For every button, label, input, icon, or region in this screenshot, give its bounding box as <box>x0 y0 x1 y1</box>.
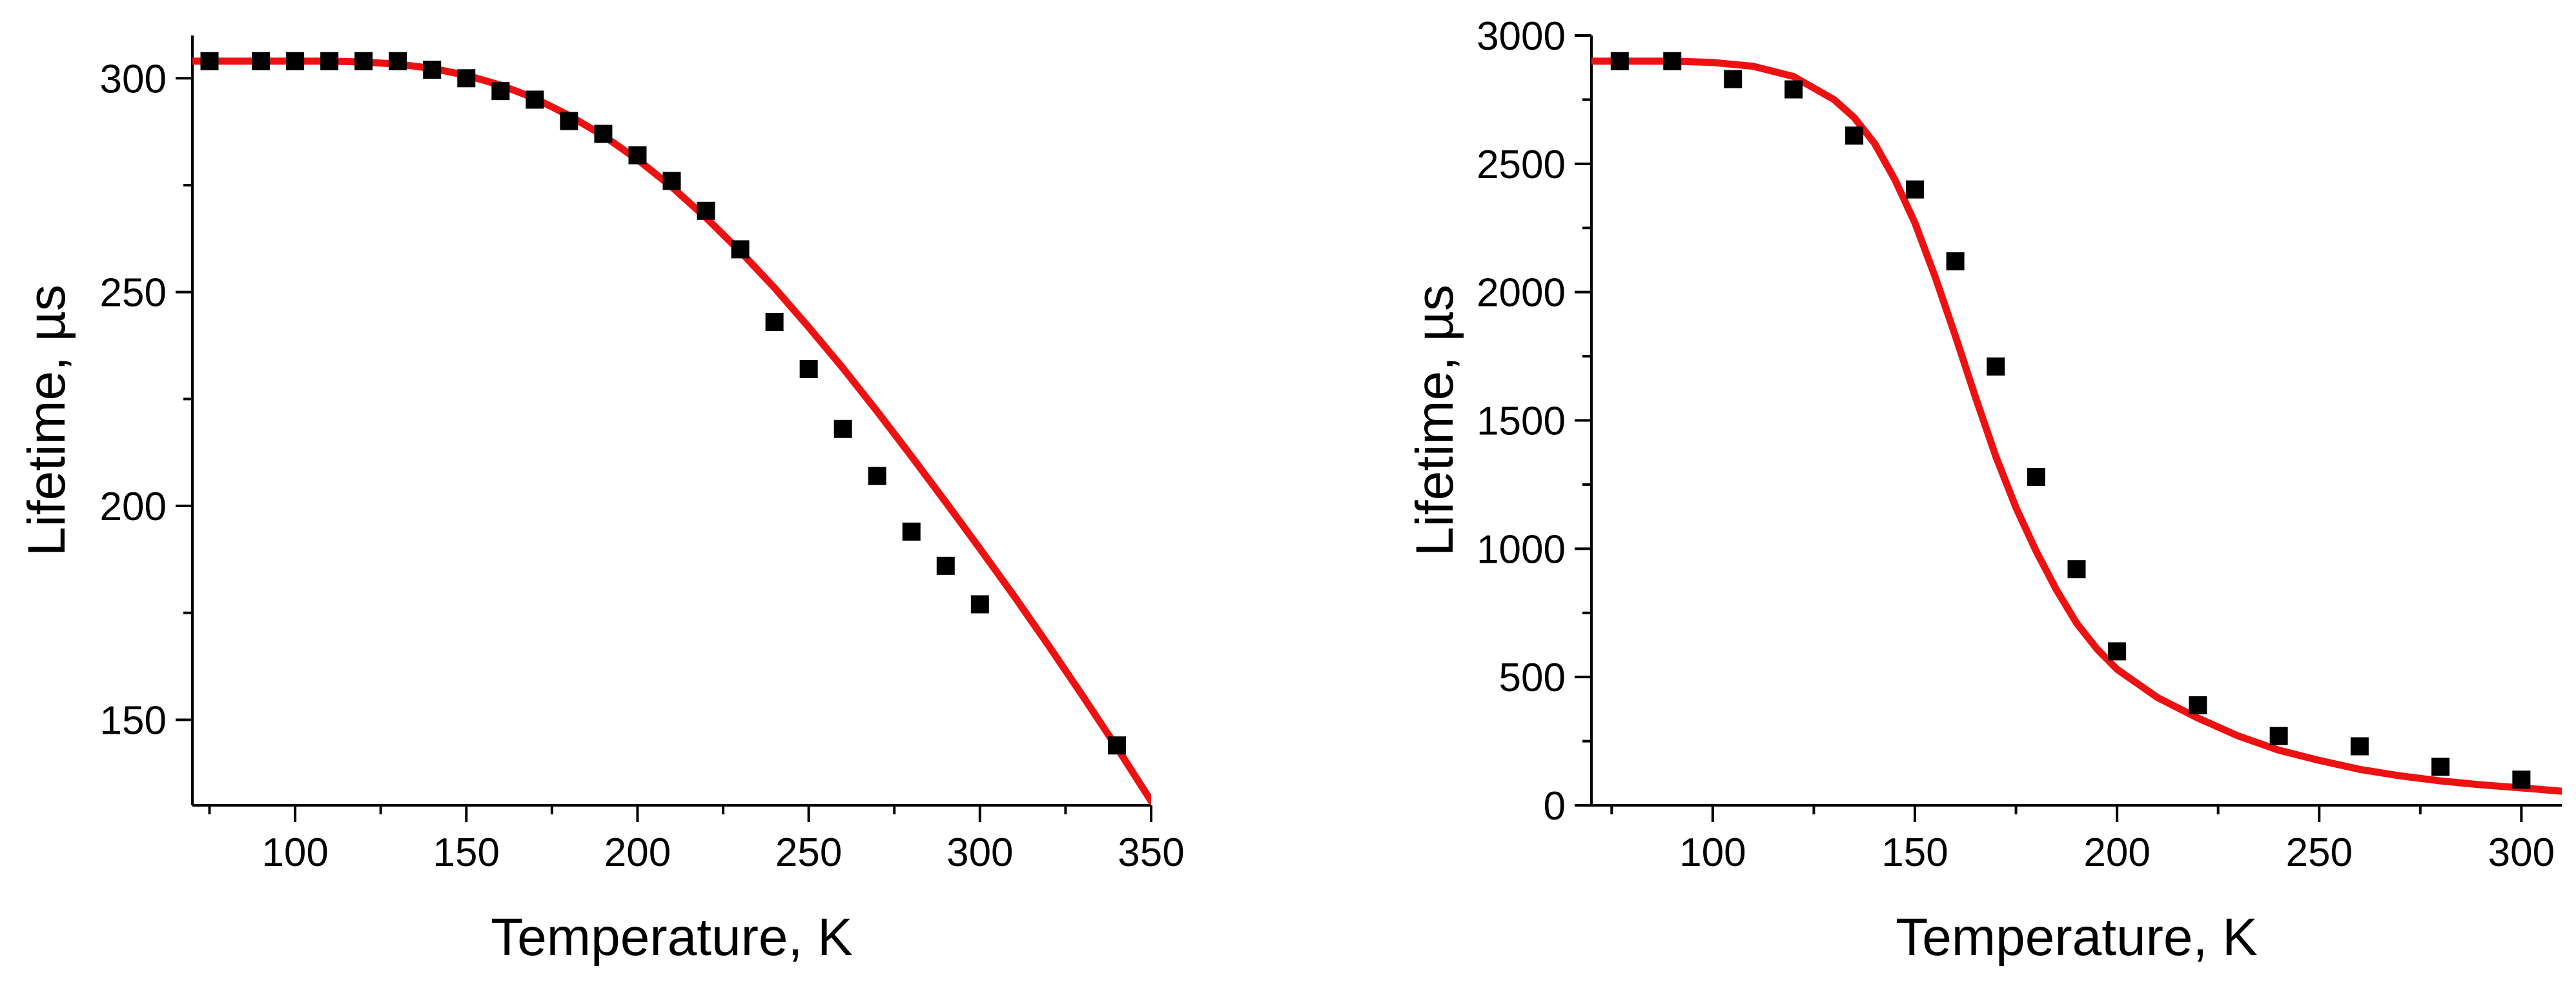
data-point <box>1107 736 1126 755</box>
data-point <box>1906 180 1924 199</box>
data-point <box>1724 70 1743 88</box>
data-point <box>389 52 407 70</box>
y-tick-label: 150 <box>100 698 167 743</box>
data-point <box>252 52 271 70</box>
x-tick-label: 150 <box>1881 830 1948 875</box>
x-tick-label: 250 <box>2286 830 2353 875</box>
x-tick-label: 350 <box>1118 830 1184 875</box>
data-point <box>2350 737 2369 756</box>
data-point <box>286 52 305 70</box>
data-point <box>491 82 510 101</box>
data-point <box>936 556 955 575</box>
data-point <box>457 69 476 88</box>
x-tick-label: 150 <box>433 830 500 875</box>
data-point <box>2512 770 2531 789</box>
y-tick-label: 0 <box>1544 784 1566 829</box>
data-point <box>662 172 681 190</box>
y-tick-label: 2500 <box>1477 143 1566 187</box>
data-point <box>423 61 442 79</box>
y-axis-title: Lifetime, µs <box>17 285 76 556</box>
data-point <box>2067 560 2086 579</box>
data-point <box>868 467 886 485</box>
y-tick-label: 1000 <box>1477 527 1566 572</box>
data-point <box>1784 80 1803 99</box>
y-tick-label: 500 <box>1499 656 1566 700</box>
y-tick-label: 300 <box>100 57 167 101</box>
x-tick-label: 100 <box>261 830 328 875</box>
data-point <box>1987 357 2005 376</box>
data-point <box>526 90 544 109</box>
y-tick-label: 250 <box>100 271 167 316</box>
data-point <box>970 595 989 614</box>
data-point <box>2027 467 2045 486</box>
data-point <box>2431 758 2450 776</box>
y-tick-label: 3000 <box>1477 14 1566 59</box>
x-tick-label: 300 <box>946 830 1013 875</box>
x-tick-label: 300 <box>2488 830 2555 875</box>
x-axis-title: Temperature, K <box>1896 908 2258 967</box>
data-point <box>628 146 647 165</box>
chart-panel-1: 100 150 200 250 300 350 150 200 250 300 Temperatur… <box>17 35 1185 967</box>
fit-curve <box>1591 57 2562 795</box>
data-point <box>1610 52 1629 70</box>
y-axis-title: Lifetime, µs <box>1406 285 1464 556</box>
data-point <box>731 240 750 259</box>
data-point <box>560 112 578 130</box>
x-tick-label: 100 <box>1679 830 1746 875</box>
chart-panel-2: 100 150 200 250 300050010001500200025003000T… <box>1406 14 2562 967</box>
y-tick-label: 2000 <box>1477 271 1566 316</box>
data-point <box>799 359 818 378</box>
data-point <box>765 313 784 332</box>
x-tick-label: 200 <box>604 830 671 875</box>
data-point <box>2189 696 2207 714</box>
y-tick-label: 1500 <box>1477 399 1566 444</box>
data-point <box>354 52 373 70</box>
data-point <box>594 125 613 143</box>
y-tick-label: 200 <box>100 485 167 529</box>
data-point <box>697 201 715 220</box>
x-axis-title: Temperature, K <box>491 908 853 967</box>
x-tick-label: 200 <box>2083 830 2150 875</box>
data-point <box>2269 727 2288 745</box>
data-point <box>902 522 921 541</box>
data-point <box>320 52 339 70</box>
data-point <box>1946 252 1965 270</box>
data-point <box>200 52 219 70</box>
data-point <box>1845 126 1864 145</box>
data-point <box>1663 52 1682 70</box>
data-point <box>2108 642 2127 661</box>
x-tick-label: 250 <box>775 830 842 875</box>
data-point <box>833 419 852 438</box>
